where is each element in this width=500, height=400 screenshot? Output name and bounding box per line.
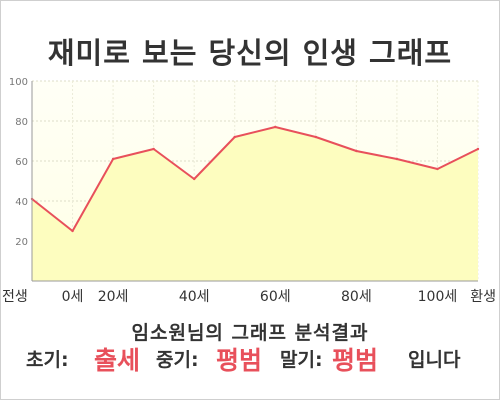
late-value: 평범 — [332, 346, 379, 375]
data-point — [355, 149, 358, 153]
data-point — [436, 167, 439, 171]
data-point — [314, 135, 318, 139]
data-point — [192, 177, 196, 181]
data-point — [152, 147, 155, 151]
x-tick-label: 20세 — [98, 289, 129, 305]
early-value: 출세 — [94, 346, 141, 375]
y-tick-label: 20 — [15, 237, 28, 248]
y-tick-label: 100 — [9, 77, 28, 88]
result-suffix: 입니다 — [408, 349, 461, 371]
late-label: 말기: — [280, 349, 323, 371]
chart-title: 재미로 보는 당신의 인생 그래프 — [47, 36, 453, 70]
result-heading: 임소원님의 그래프 분석결과 — [131, 322, 369, 344]
x-tick-label: 40세 — [179, 289, 210, 305]
x-tick-label: 전생 — [2, 289, 28, 305]
mid-value: 평범 — [216, 346, 263, 375]
y-tick-label: 80 — [15, 117, 28, 128]
y-tick-label: 40 — [15, 197, 28, 208]
x-tick-label: 환생 — [470, 289, 496, 305]
x-tick-label: 100세 — [418, 289, 458, 305]
series-line — [31, 126, 479, 232]
x-tick-label: 60세 — [260, 289, 291, 305]
data-point — [395, 157, 399, 161]
early-label: 초기: — [26, 349, 69, 371]
data-point — [71, 229, 74, 233]
area-fill — [32, 127, 478, 281]
data-point — [274, 125, 277, 129]
data-point — [111, 157, 115, 161]
mid-label: 중기: — [156, 349, 199, 371]
x-tick-label: 80세 — [341, 289, 372, 305]
data-point — [476, 147, 480, 151]
x-tick-label: 0세 — [62, 289, 84, 305]
y-tick-label: 60 — [15, 157, 28, 168]
data-point — [233, 135, 236, 139]
